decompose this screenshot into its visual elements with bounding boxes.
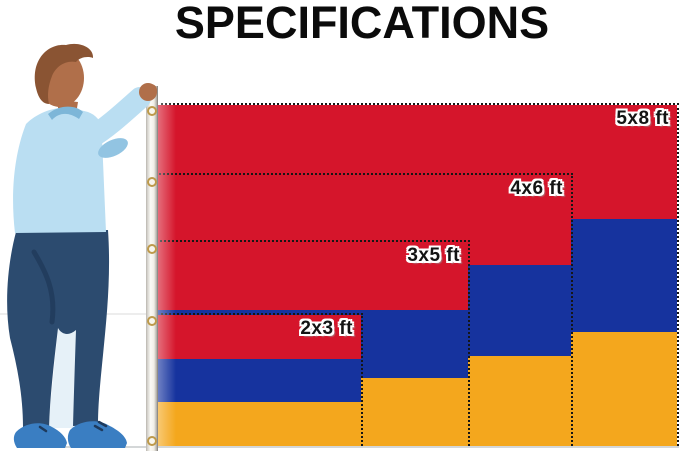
sleeve-shade (98, 138, 128, 158)
person-hair (34, 43, 94, 104)
shirt-collar (48, 106, 83, 120)
stripe-blue (156, 358, 361, 403)
ground-line (36, 446, 679, 448)
back-shoe (13, 423, 67, 448)
person-hand (139, 83, 157, 101)
flag-2x3: 2x3 ft (156, 313, 363, 447)
legs-gap-shape (48, 328, 76, 428)
size-label-3x5: 3x5 ft (407, 245, 460, 266)
shoe-laces (38, 420, 108, 433)
size-label-4x6: 4x6 ft (510, 178, 563, 199)
grommet-icon (147, 436, 157, 446)
grommet-icon (147, 316, 157, 326)
stripe-orange (156, 402, 361, 447)
person-pants (7, 230, 110, 428)
page-title: SPECIFICATIONS (174, 0, 550, 48)
front-shoe (67, 421, 127, 448)
person-arm (79, 87, 151, 149)
size-label-5x8: 5x8 ft (616, 108, 669, 129)
grommet-icon (147, 244, 157, 254)
size-label-2x3: 2x3 ft (300, 318, 353, 339)
grommet-icon (147, 106, 157, 116)
pants-crease (31, 249, 56, 325)
person-illustration (7, 43, 157, 448)
stripe-red (156, 315, 361, 359)
grommet-icon (147, 177, 157, 187)
stripe-red (156, 242, 468, 310)
